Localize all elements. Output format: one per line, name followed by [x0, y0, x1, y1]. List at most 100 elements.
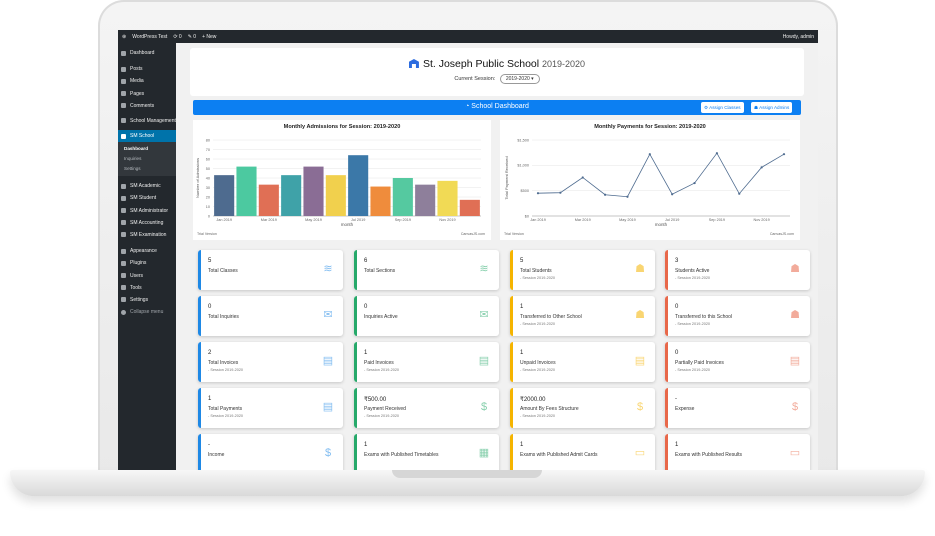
- card-label: Students Active: [675, 268, 710, 274]
- y-tick-label: 80: [206, 138, 210, 142]
- sidebar-item-label: SM Student: [130, 195, 157, 202]
- sidebar-item-label: Appearance: [130, 248, 157, 255]
- stat-card: 3 Students Active - Session 2019-2020 ☗: [665, 250, 810, 290]
- invoice-icon: ▤: [634, 355, 646, 367]
- sidebar-item-sm-examination[interactable]: SM Examination: [118, 229, 176, 241]
- assign-admins-button[interactable]: ☗ Assign Admins: [751, 102, 793, 113]
- sidebar-item-plugins[interactable]: Plugins: [118, 257, 176, 269]
- stat-card: 1 Transferred to Other School - Session 20…: [510, 296, 655, 336]
- student-icon: [121, 195, 126, 201]
- dashboard-icon: [121, 50, 126, 56]
- session-label: Current Session:: [454, 76, 496, 82]
- y-axis-label: Number of Admissions: [195, 158, 200, 198]
- sidebar-item-label: Settings: [130, 296, 149, 303]
- sidebar-collapse-menu[interactable]: Collapse menu: [118, 306, 176, 318]
- sidebar-item-school-management[interactable]: School Management: [118, 112, 176, 130]
- invoice-icon: ▤: [322, 355, 334, 367]
- current-session: Current Session: 2019-2020 ▾: [190, 74, 804, 84]
- sidebar-item-settings[interactable]: Settings: [118, 294, 176, 306]
- submenu-settings[interactable]: Settings: [124, 166, 141, 172]
- bar: [348, 155, 369, 216]
- comment-icon: [121, 103, 126, 109]
- new-link[interactable]: + New: [202, 33, 217, 40]
- data-point: [738, 192, 741, 195]
- x-tick-label: Nov 2019: [754, 218, 770, 222]
- card-label: Unpaid Invoices: [520, 360, 556, 366]
- card-session: - Session 2019-2020: [208, 414, 244, 418]
- bar: [370, 186, 391, 216]
- y-tick-label: 40: [206, 176, 210, 180]
- howdy-link[interactable]: Howdy, admin: [782, 33, 814, 40]
- chart-title: Monthly Admissions for Session: 2019-202…: [283, 124, 401, 130]
- wrench-icon: [121, 285, 126, 291]
- updates-link[interactable]: ⟳ 0: [173, 33, 182, 40]
- submenu-inquiries[interactable]: Inquiries: [124, 156, 142, 162]
- assign-classes-button[interactable]: ⚙ Assign Classes: [701, 102, 744, 113]
- sidebar-item-sm-administrator[interactable]: SM Administrator: [118, 205, 176, 217]
- users-icon: ☗: [790, 309, 800, 321]
- card-label: Total Sections: [364, 268, 396, 274]
- stat-card: 1 Total Payments - Session 2019-2020 ▤: [198, 388, 343, 428]
- gear-icon: ⚙: [704, 105, 710, 110]
- stat-card: 5 Total Students - Session 2019-2020 ☗: [510, 250, 655, 290]
- sidebar-item-sm-student[interactable]: SM Student: [118, 192, 176, 204]
- wordpress-icon[interactable]: ⊛: [122, 33, 127, 40]
- dollar-icon: $: [791, 401, 799, 413]
- sidebar-item-sm-school[interactable]: SM School: [118, 129, 176, 143]
- sidebar-item-sm-accounting[interactable]: SM Accounting: [118, 217, 176, 229]
- card-accent-stripe: [665, 342, 668, 382]
- payments-chart: Monthly Payments for Session: 2019-2020 …: [500, 120, 800, 240]
- sidebar-item-label: Posts: [130, 66, 143, 73]
- dashboard-bar: ◔ School Dashboard ⚙ Assign Classes ☗ As…: [193, 100, 801, 115]
- sidebar-item-sm-academic[interactable]: SM Academic: [118, 180, 176, 192]
- card-accent-stripe: [354, 434, 357, 470]
- sidebar-item-tools[interactable]: Tools: [118, 282, 176, 294]
- sidebar-item-dashboard[interactable]: Dashboard: [118, 47, 176, 59]
- card-session: - Session 2019-2020: [520, 368, 556, 372]
- card-value: 1: [520, 442, 524, 448]
- x-tick-label: May 2019: [619, 218, 636, 222]
- id-card-icon: ▭: [634, 447, 646, 459]
- gauge-icon: ◔: [465, 103, 472, 110]
- y-tick-label: 30: [206, 186, 210, 190]
- sidebar-item-users[interactable]: Users: [118, 269, 176, 281]
- site-name-link[interactable]: WordPress Test: [132, 33, 168, 40]
- submenu-dashboard[interactable]: Dashboard: [124, 146, 148, 152]
- sidebar-item-appearance[interactable]: Appearance: [118, 245, 176, 257]
- card-accent-stripe: [354, 296, 357, 336]
- card-accent-stripe: [510, 296, 513, 336]
- card-label: Inquiries Active: [364, 314, 398, 320]
- users-icon: ☗: [635, 309, 645, 321]
- card-label: Paid Invoices: [364, 360, 394, 366]
- sidebar-item-label: SM Academic: [130, 183, 161, 190]
- bar: [214, 175, 235, 216]
- y-tick-label: $500: [521, 189, 529, 193]
- user-icon: [121, 273, 126, 279]
- session-select[interactable]: 2019-2020 ▾: [499, 74, 540, 84]
- card-value: 0: [364, 304, 368, 310]
- sidebar-item-media[interactable]: Media: [118, 75, 176, 87]
- comments-count: 0: [193, 33, 197, 40]
- admissions-chart: Monthly Admissions for Session: 2019-202…: [193, 120, 491, 240]
- data-point: [760, 166, 763, 169]
- sidebar-item-posts[interactable]: Posts: [118, 63, 176, 75]
- data-point: [715, 152, 719, 155]
- x-tick-label: May 2019: [305, 218, 322, 222]
- collapse-icon: [121, 309, 126, 315]
- stat-card: ₹2000.00 Amount By Fees Structure - Sessio…: [510, 388, 655, 428]
- card-value: 0: [675, 304, 679, 310]
- card-value: 5: [520, 258, 524, 264]
- sliders-icon: [121, 297, 126, 303]
- card-session: - Session 2019-2020: [520, 276, 556, 280]
- chart-footer-left: Trial Version: [504, 232, 524, 236]
- card-accent-stripe: [354, 388, 357, 428]
- data-point: [626, 195, 629, 198]
- data-point: [536, 192, 540, 195]
- payments-line: [537, 152, 785, 198]
- card-label: Total Inquiries: [208, 314, 239, 320]
- sidebar-item-pages[interactable]: Pages: [118, 88, 176, 100]
- sidebar-item-comments[interactable]: Comments: [118, 100, 176, 112]
- comments-link[interactable]: ✎ 0: [187, 33, 197, 40]
- data-point: [671, 193, 674, 196]
- bar: [459, 199, 480, 216]
